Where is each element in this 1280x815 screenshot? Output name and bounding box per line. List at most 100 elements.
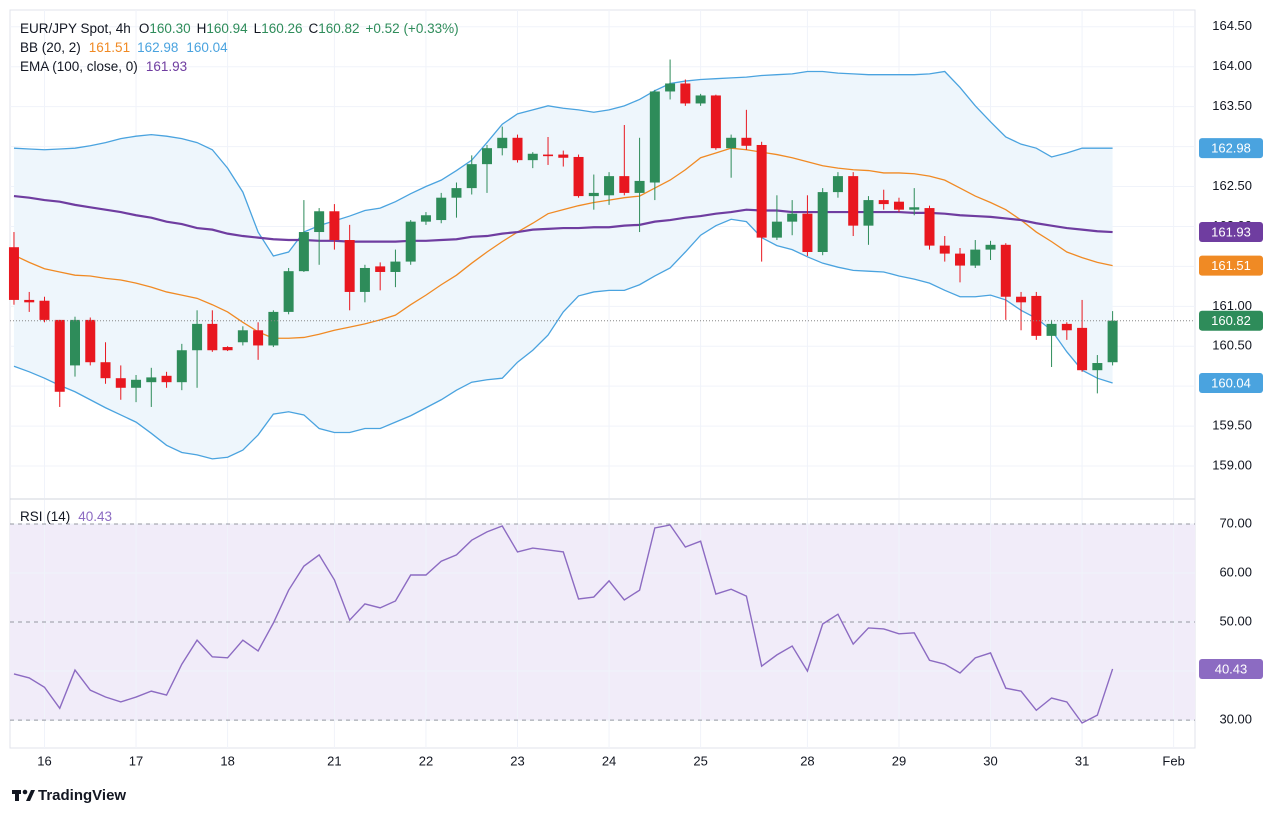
candle-body <box>1077 327 1088 371</box>
badge-box <box>1199 658 1263 679</box>
candle-body <box>1046 323 1057 336</box>
ohlc-value: 160.30 <box>149 21 190 36</box>
y-tick-label: 60.00 <box>1219 564 1252 579</box>
brand-logo <box>12 789 35 801</box>
price-badge: 161.51 <box>1199 255 1263 276</box>
y-tick-label: 164.50 <box>1212 18 1252 33</box>
indicator-value: 161.93 <box>146 59 187 74</box>
legend-ema: EMA (100, close, 0) 161.93 <box>20 59 187 74</box>
candle-body <box>604 176 615 196</box>
legend-bb: BB (20, 2) 161.51 162.98 160.04 <box>20 40 228 55</box>
y-tick-label: 164.00 <box>1212 58 1252 73</box>
candle-body <box>741 137 752 146</box>
badge-box <box>1199 255 1263 276</box>
badge-box <box>1199 138 1263 159</box>
candle-body <box>771 221 782 238</box>
candle-body <box>1107 320 1118 363</box>
y-tick-label: 162.50 <box>1212 178 1252 193</box>
price-badge: 162.98 <box>1199 138 1263 159</box>
logo-part <box>15 790 19 801</box>
indicator-name: BB (20, 2) <box>20 40 81 55</box>
price-badge: 161.93 <box>1199 222 1263 243</box>
candle-body <box>375 266 386 272</box>
x-tick-label: 21 <box>327 753 341 768</box>
candle-body <box>558 154 569 158</box>
y-tick-label: 159.00 <box>1212 457 1252 472</box>
candle-body <box>893 201 904 210</box>
legend-main: EUR/JPY Spot, 4h O160.30 H160.94 L160.26 C16… <box>20 21 459 36</box>
indicator-name: RSI (14) <box>20 509 70 524</box>
candle-body <box>161 375 172 383</box>
y-tick-label: 159.50 <box>1212 418 1252 433</box>
candle-body <box>192 323 203 351</box>
candle-body <box>955 253 966 266</box>
candle-body <box>1031 295 1042 336</box>
indicator-name: EMA (100, close, 0) <box>20 59 138 74</box>
candle-body <box>543 154 554 157</box>
candle-body <box>848 176 859 226</box>
candle-body <box>695 95 706 104</box>
candle-body <box>405 221 416 262</box>
candle-body <box>527 153 538 161</box>
candle-body <box>1061 323 1072 331</box>
x-tick-label: 16 <box>37 753 51 768</box>
candle-body <box>8 247 19 300</box>
candle-body <box>1016 296 1027 303</box>
y-tick-label: 70.00 <box>1219 515 1252 530</box>
ohlc-value: 160.26 <box>261 21 302 36</box>
candle-body <box>420 215 431 222</box>
candle-body <box>314 211 325 233</box>
logo-part <box>22 789 28 795</box>
candle-body <box>909 207 920 210</box>
candle-body <box>497 137 508 149</box>
badge-label: 160.04 <box>1211 375 1251 390</box>
candle-body <box>832 176 843 193</box>
candle-body <box>70 319 81 366</box>
candle-body <box>634 180 645 193</box>
indicator-value: 160.04 <box>186 40 228 55</box>
candle-body <box>359 267 370 292</box>
x-tick-label: 18 <box>220 753 234 768</box>
plot: 159.00159.50160.00160.50161.00161.50162.… <box>8 10 1263 768</box>
indicator-value: 162.98 <box>137 40 178 55</box>
candle-body <box>756 144 767 238</box>
candle-body <box>207 323 218 351</box>
candle-body <box>665 83 676 92</box>
candle-body <box>680 83 691 104</box>
logo-part <box>26 790 35 801</box>
x-tick-label: Feb <box>1162 753 1184 768</box>
badge-label: 40.43 <box>1215 661 1248 676</box>
candle-body <box>726 137 737 149</box>
candle-body <box>924 208 935 246</box>
candle-body <box>817 192 828 253</box>
indicator-line <box>13 70 1113 257</box>
indicator-line <box>13 218 1113 460</box>
badge-box <box>1199 372 1263 393</box>
x-tick-label: 24 <box>602 753 616 768</box>
x-tick-label: 25 <box>693 753 707 768</box>
candle-body <box>39 300 50 320</box>
indicator-value: 40.43 <box>78 509 112 524</box>
candle-body <box>436 197 447 221</box>
price-badge: 160.82 <box>1199 310 1263 331</box>
candle-body <box>878 200 889 205</box>
x-tick-label: 29 <box>892 753 906 768</box>
indicator-value: 161.51 <box>89 40 130 55</box>
ohlc-label: H <box>197 21 207 36</box>
indicator-line <box>13 147 1113 339</box>
candle-body <box>1000 244 1011 297</box>
candle-body <box>390 261 401 272</box>
candle-body <box>1092 363 1103 371</box>
x-tick-label: 30 <box>983 753 997 768</box>
legend: EUR/JPY Spot, 4h O160.30 H160.94 L160.26 C16… <box>20 21 459 524</box>
y-tick-label: 161.00 <box>1212 298 1252 313</box>
candle-body <box>787 213 798 222</box>
y-tick-label: 30.00 <box>1219 712 1252 727</box>
ohlc-label: C <box>308 21 318 36</box>
candle-body <box>329 211 340 241</box>
candle-body <box>283 271 294 312</box>
candle-body <box>146 377 157 383</box>
ohlc-label: O <box>139 21 150 36</box>
candle-body <box>54 319 65 392</box>
badge-label: 160.82 <box>1211 313 1251 328</box>
